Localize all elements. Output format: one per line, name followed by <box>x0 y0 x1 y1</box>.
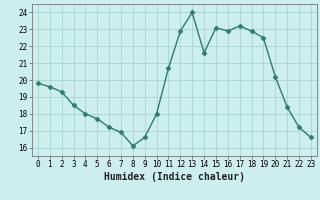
X-axis label: Humidex (Indice chaleur): Humidex (Indice chaleur) <box>104 172 245 182</box>
